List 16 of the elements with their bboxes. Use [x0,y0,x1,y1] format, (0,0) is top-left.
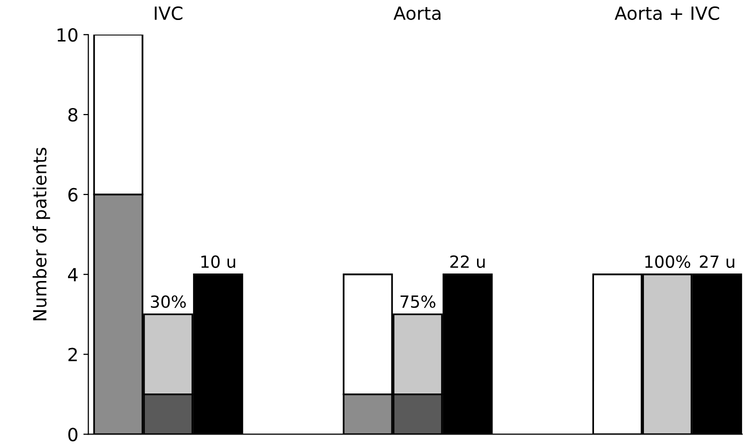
annotation: 22 u [450,255,485,268]
y-tick-label: 2 [68,348,77,362]
x-tick-label: Aorta + IVC [614,6,720,20]
annotation: 10 u [201,255,236,268]
y-tick-label: 6 [68,188,78,202]
y-axis-title: Number of patients [32,148,50,320]
x-tick-label: Aorta [394,6,440,20]
y-tick-label: 10 [58,28,78,42]
y-tick-label: 4 [68,268,78,282]
annotation: 100% [645,255,690,268]
y-tick-label: 8 [68,108,78,122]
annotation: 30% [150,295,186,308]
y-tick-label: 0 [68,428,78,442]
annotation: 75% [400,295,436,308]
x-tick-label: IVC [154,6,182,20]
annotation: 27 u [700,255,734,268]
